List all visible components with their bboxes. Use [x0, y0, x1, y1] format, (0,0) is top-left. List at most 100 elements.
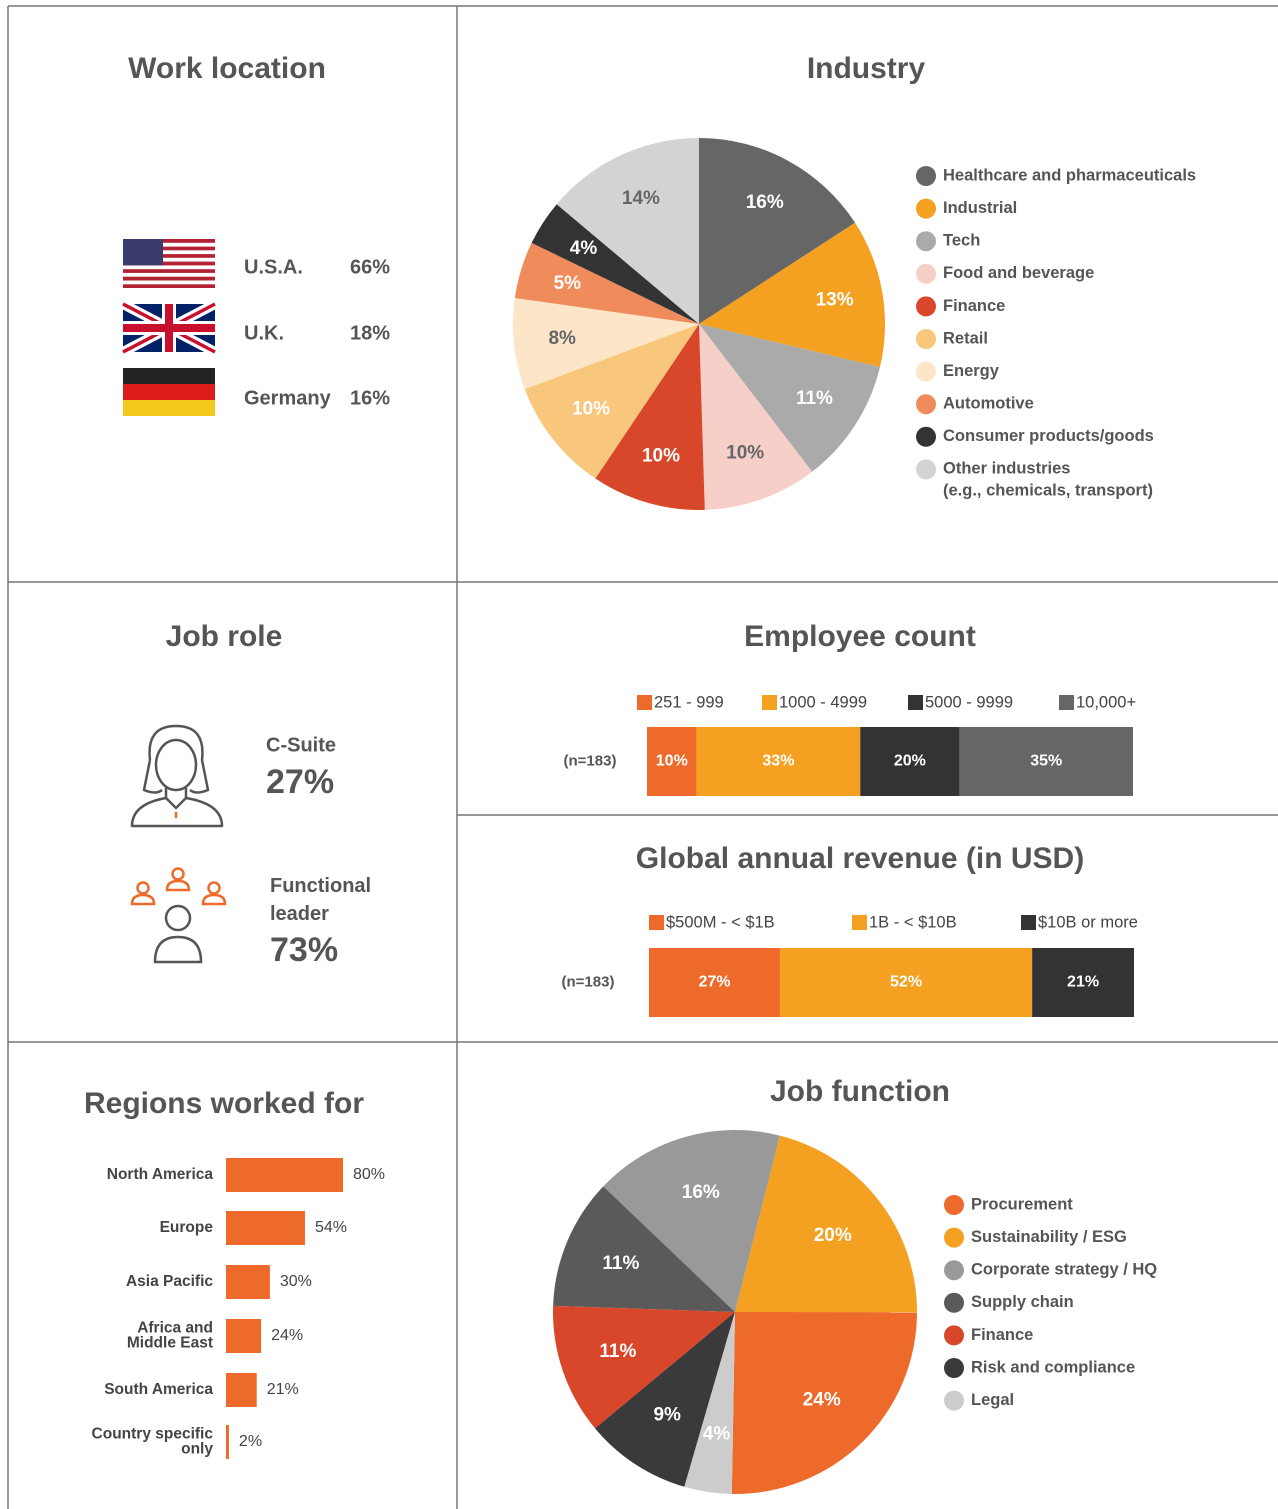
legend-swatch [916, 166, 936, 186]
value-label: 27% [266, 763, 334, 801]
legend-swatch [944, 1325, 964, 1346]
bar [226, 1373, 257, 1407]
legend-swatch [916, 231, 936, 252]
legend-label: Other industries (e.g., chemicals, transp… [943, 460, 1153, 500]
legend-swatch [916, 426, 936, 447]
pie [553, 1130, 918, 1494]
legend-label: Industrial [943, 199, 1017, 217]
value-label: 73% [270, 931, 338, 969]
slice-label: 11% [602, 1253, 639, 1274]
segment-label: 20% [894, 753, 926, 770]
legend-label: Automotive [943, 395, 1034, 413]
pie-slice [531, 204, 699, 324]
pie [512, 138, 885, 510]
legend-swatch [762, 695, 777, 710]
segment-label: 52% [890, 974, 922, 991]
slice-label: 16% [682, 1182, 720, 1203]
legend-label: Food and beverage [943, 264, 1094, 282]
slice-label: 10% [726, 443, 764, 464]
category-label: U.K. [244, 322, 284, 344]
bar-segment [779, 948, 1033, 1017]
slice-label: 20% [814, 1225, 852, 1246]
slice-label: 11% [796, 388, 833, 409]
legend-swatch [1021, 915, 1036, 930]
icon-functional-leader [130, 867, 227, 964]
pie-slice [735, 1135, 918, 1313]
value-label: 21% [267, 1381, 299, 1398]
legend-label: Retail [943, 329, 988, 347]
value-label: 18% [350, 322, 390, 344]
flag-uk [120, 299, 218, 357]
category-label: Asia Pacific [126, 1273, 213, 1290]
bar [226, 1158, 343, 1192]
category-label: South America [104, 1381, 213, 1398]
value-label: 54% [315, 1219, 347, 1236]
category-label: North America [107, 1166, 214, 1183]
slice-label: 4% [703, 1423, 731, 1444]
flag-usa [123, 239, 215, 288]
bar-segment [649, 948, 780, 1017]
legend-swatch [916, 263, 936, 284]
legend-swatch [916, 459, 936, 480]
slice-label: 10% [642, 445, 680, 466]
legend-swatch [908, 695, 923, 710]
legend-label: Energy [943, 362, 1000, 380]
icon-c-suite [130, 724, 224, 828]
legend-swatch [944, 1390, 964, 1411]
sample-note: (n=183) [562, 973, 615, 990]
bar [226, 1265, 270, 1299]
category-label: Functional leader [270, 875, 371, 925]
legend-label: 10,000+ [1076, 693, 1136, 711]
legend-swatch [944, 1227, 964, 1248]
legend-label: Legal [971, 1391, 1014, 1409]
slice-label: 11% [599, 1341, 636, 1362]
legend-swatch [1059, 695, 1074, 710]
legend-swatch [916, 198, 936, 219]
bar [226, 1211, 305, 1245]
legend-swatch [649, 915, 664, 930]
legend-swatch [944, 1292, 964, 1313]
legend-label: 1B - < $10B [869, 913, 957, 931]
pie-slice [553, 1305, 735, 1429]
value-label: 24% [271, 1327, 303, 1344]
legend-label: Risk and compliance [971, 1358, 1135, 1376]
legend-label: 5000 - 9999 [925, 693, 1013, 711]
value-label: 80% [353, 1166, 385, 1183]
legend-label: Procurement [971, 1195, 1073, 1213]
pie-slice [512, 298, 699, 390]
legend-swatch [916, 394, 936, 415]
category-label: Germany [244, 387, 332, 409]
chart-title: Global annual revenue (in USD) [636, 842, 1084, 875]
legend-label: Finance [943, 297, 1005, 315]
panel-frame [7, 5, 1278, 1509]
category-label: Country specific only [92, 1426, 214, 1458]
pie-slice [595, 1312, 735, 1487]
slice-label: 24% [803, 1389, 841, 1410]
legend-swatch [944, 1195, 964, 1215]
slice-label: 16% [746, 192, 784, 213]
value-label: 30% [280, 1273, 312, 1290]
legend-label: Tech [943, 232, 980, 250]
bar-segment [647, 727, 697, 796]
pie-slice [699, 324, 880, 472]
segment-label: 35% [1030, 753, 1062, 770]
legend-label: Supply chain [971, 1293, 1074, 1311]
legend-swatch [852, 915, 867, 930]
value-label: 16% [350, 387, 390, 409]
legend-label: Healthcare and pharmaceuticals [943, 166, 1196, 184]
segment-label: 10% [656, 753, 688, 770]
chart-title: Work location [128, 52, 326, 85]
pie-slice [595, 324, 705, 510]
pie-slice [731, 1312, 917, 1494]
chart-title: Industry [807, 52, 926, 85]
legend-swatch [944, 1260, 964, 1281]
slice-label: 14% [622, 188, 660, 209]
pie-slice [603, 1130, 780, 1312]
chart-title: Employee count [744, 620, 976, 653]
chart-title: Job function [770, 1075, 950, 1108]
pie-slice [524, 324, 699, 479]
bar-segment [959, 727, 1133, 796]
slice-label: 9% [653, 1405, 681, 1426]
legend-label: 1000 - 4999 [779, 693, 867, 711]
